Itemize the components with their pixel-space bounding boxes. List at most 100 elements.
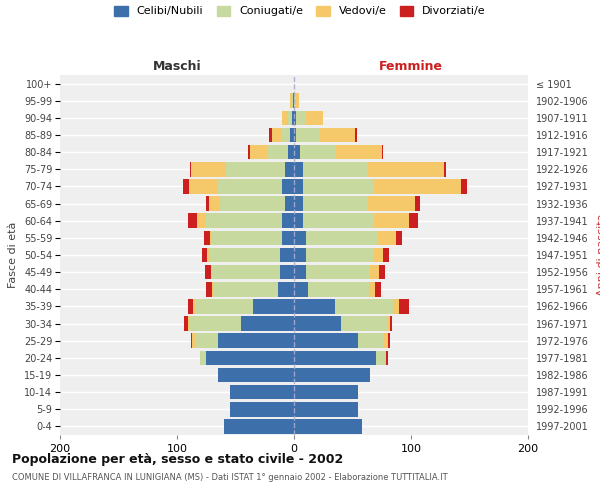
Bar: [385, 350, 386, 365]
Bar: [210, 248, 280, 262]
Bar: [184, 316, 188, 331]
Bar: [292, 94, 293, 108]
Bar: [206, 350, 294, 365]
Bar: [284, 162, 294, 176]
Bar: [368, 196, 415, 211]
Bar: [294, 230, 306, 245]
Bar: [288, 145, 294, 160]
Bar: [230, 385, 294, 400]
Bar: [191, 334, 192, 348]
Bar: [211, 265, 212, 280]
Bar: [396, 230, 401, 245]
Text: Femmine: Femmine: [379, 60, 443, 72]
Bar: [294, 265, 306, 280]
Text: Maschi: Maschi: [152, 60, 202, 72]
Bar: [335, 299, 394, 314]
Bar: [206, 196, 209, 211]
Bar: [306, 265, 370, 280]
Bar: [378, 230, 396, 245]
Bar: [224, 419, 294, 434]
Bar: [294, 248, 306, 262]
Bar: [304, 179, 374, 194]
Bar: [415, 196, 421, 211]
Bar: [296, 110, 306, 125]
Bar: [388, 334, 390, 348]
Bar: [294, 334, 358, 348]
Y-axis label: Fasce di età: Fasce di età: [8, 222, 19, 288]
Bar: [269, 128, 272, 142]
Bar: [294, 145, 300, 160]
Bar: [374, 248, 383, 262]
Bar: [213, 282, 278, 296]
Bar: [209, 196, 220, 211]
Bar: [368, 162, 444, 176]
Bar: [294, 368, 370, 382]
Bar: [288, 110, 292, 125]
Bar: [212, 265, 280, 280]
Bar: [280, 248, 294, 262]
Bar: [205, 265, 211, 280]
Bar: [306, 110, 323, 125]
Bar: [308, 282, 369, 296]
Bar: [409, 214, 418, 228]
Bar: [370, 265, 379, 280]
Bar: [374, 214, 409, 228]
Bar: [383, 248, 389, 262]
Bar: [283, 214, 294, 228]
Bar: [250, 145, 267, 160]
Bar: [190, 162, 191, 176]
Bar: [294, 196, 304, 211]
Bar: [296, 94, 299, 108]
Bar: [358, 334, 384, 348]
Y-axis label: Anni di nascita: Anni di nascita: [597, 214, 600, 296]
Bar: [241, 316, 294, 331]
Bar: [384, 334, 388, 348]
Bar: [212, 282, 213, 296]
Bar: [294, 282, 308, 296]
Legend: Celibi/Nubili, Coniugati/e, Vedovi/e, Divorziati/e: Celibi/Nubili, Coniugati/e, Vedovi/e, Di…: [115, 6, 485, 16]
Bar: [296, 128, 320, 142]
Bar: [390, 316, 392, 331]
Bar: [218, 368, 294, 382]
Bar: [283, 179, 294, 194]
Bar: [278, 282, 294, 296]
Bar: [208, 248, 210, 262]
Bar: [204, 230, 210, 245]
Bar: [192, 334, 194, 348]
Bar: [202, 248, 208, 262]
Bar: [394, 299, 400, 314]
Bar: [206, 282, 212, 296]
Bar: [293, 94, 294, 108]
Bar: [320, 128, 355, 142]
Bar: [280, 265, 294, 280]
Bar: [194, 299, 253, 314]
Bar: [379, 265, 385, 280]
Bar: [461, 179, 467, 194]
Bar: [294, 94, 296, 108]
Bar: [188, 179, 218, 194]
Bar: [226, 162, 284, 176]
Bar: [281, 128, 290, 142]
Bar: [294, 385, 358, 400]
Bar: [272, 128, 281, 142]
Bar: [218, 179, 283, 194]
Bar: [382, 145, 383, 160]
Bar: [210, 230, 212, 245]
Bar: [284, 196, 294, 211]
Bar: [193, 299, 194, 314]
Bar: [300, 145, 335, 160]
Bar: [375, 282, 380, 296]
Bar: [294, 299, 335, 314]
Bar: [290, 94, 292, 108]
Bar: [294, 419, 362, 434]
Bar: [183, 179, 188, 194]
Bar: [294, 179, 304, 194]
Bar: [388, 316, 390, 331]
Bar: [376, 350, 385, 365]
Bar: [206, 214, 283, 228]
Bar: [306, 248, 374, 262]
Bar: [304, 196, 368, 211]
Bar: [341, 316, 388, 331]
Bar: [230, 402, 294, 416]
Bar: [191, 162, 226, 176]
